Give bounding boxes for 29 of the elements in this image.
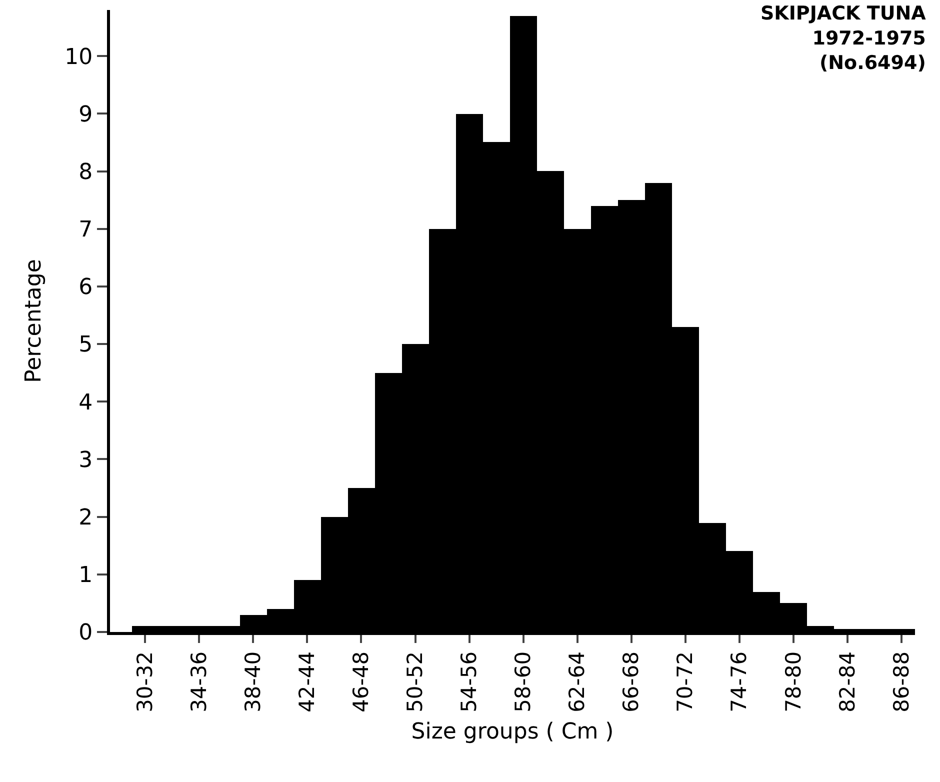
y-tick-label: 10 [64,44,93,70]
y-tick-label: 8 [78,160,93,185]
x-tick-label: 42-44 [295,651,320,712]
x-tick-label: 38-40 [240,651,265,712]
x-tick-label: 70-72 [673,651,698,712]
x-tick-label: 62-64 [565,651,590,712]
y-tick-label: 1 [78,563,93,588]
x-tick-label: 58-60 [511,651,536,712]
y-tick-label: 9 [78,102,93,128]
x-tick-label: 46-48 [349,651,374,712]
x-tick-label: 66-68 [619,651,644,712]
x-tick-label: 78-80 [781,651,806,712]
y-tick-label: 7 [78,218,93,243]
y-tick-label: 3 [78,448,93,473]
y-tick-label: 5 [78,332,93,358]
x-tick-label: 54-56 [457,651,482,712]
x-tick-label: 50-52 [403,651,428,712]
x-tick-label: 82-84 [835,651,860,712]
y-tick-label: 6 [78,275,93,300]
y-tick-label: 4 [78,390,93,416]
text: SKIPJACK TUNA 1972-1975 (No.6494) [760,2,926,74]
x-tick-label: 34-36 [186,651,211,712]
x-tick-label: 74-76 [727,651,752,712]
x-tick-label: 30-32 [132,651,157,712]
y-tick-label: 0 [78,620,93,646]
y-axis-title: Percentage [21,259,46,383]
y-tick-label: 2 [78,506,93,531]
x-tick-label: 86-88 [889,651,914,712]
x-axis-title: Size groups ( Cm ) [411,719,614,744]
